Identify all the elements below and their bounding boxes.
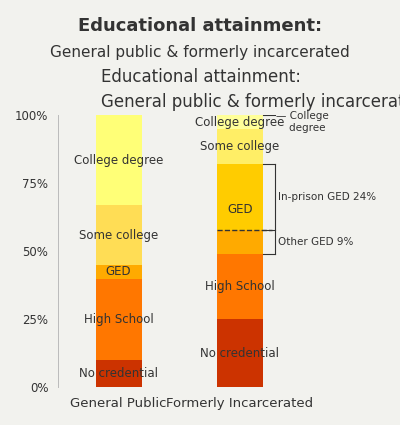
Bar [96, 265, 142, 278]
Bar [217, 116, 263, 129]
Text: High School: High School [205, 280, 274, 293]
Text: High School: High School [84, 313, 154, 326]
Bar [217, 164, 263, 230]
Text: GED: GED [227, 203, 252, 216]
Text: College degree: College degree [74, 154, 163, 167]
Bar [96, 116, 142, 205]
Bar [96, 278, 142, 360]
Bar [217, 129, 263, 164]
Text: No credential: No credential [200, 347, 279, 360]
Bar [96, 205, 142, 265]
Bar [217, 230, 263, 254]
Text: Other GED 9%: Other GED 9% [278, 237, 354, 247]
Text: No credential: No credential [79, 367, 158, 380]
Text: College degree: College degree [195, 116, 284, 129]
Bar [217, 319, 263, 387]
Bar [96, 360, 142, 387]
Text: Some college: Some college [79, 229, 158, 241]
Text: GED: GED [106, 265, 132, 278]
Text: Educational attainment:: Educational attainment: [78, 17, 322, 35]
Bar [217, 254, 263, 319]
Text: Educational attainment:
General public & formerly incarcerated: Educational attainment: General public &… [100, 68, 400, 111]
Text: Some college: Some college [200, 140, 279, 153]
Text: General public & formerly incarcerated: General public & formerly incarcerated [50, 45, 350, 60]
Text: — College
    degree: — College degree [276, 111, 329, 133]
Text: In-prison GED 24%: In-prison GED 24% [278, 192, 376, 202]
